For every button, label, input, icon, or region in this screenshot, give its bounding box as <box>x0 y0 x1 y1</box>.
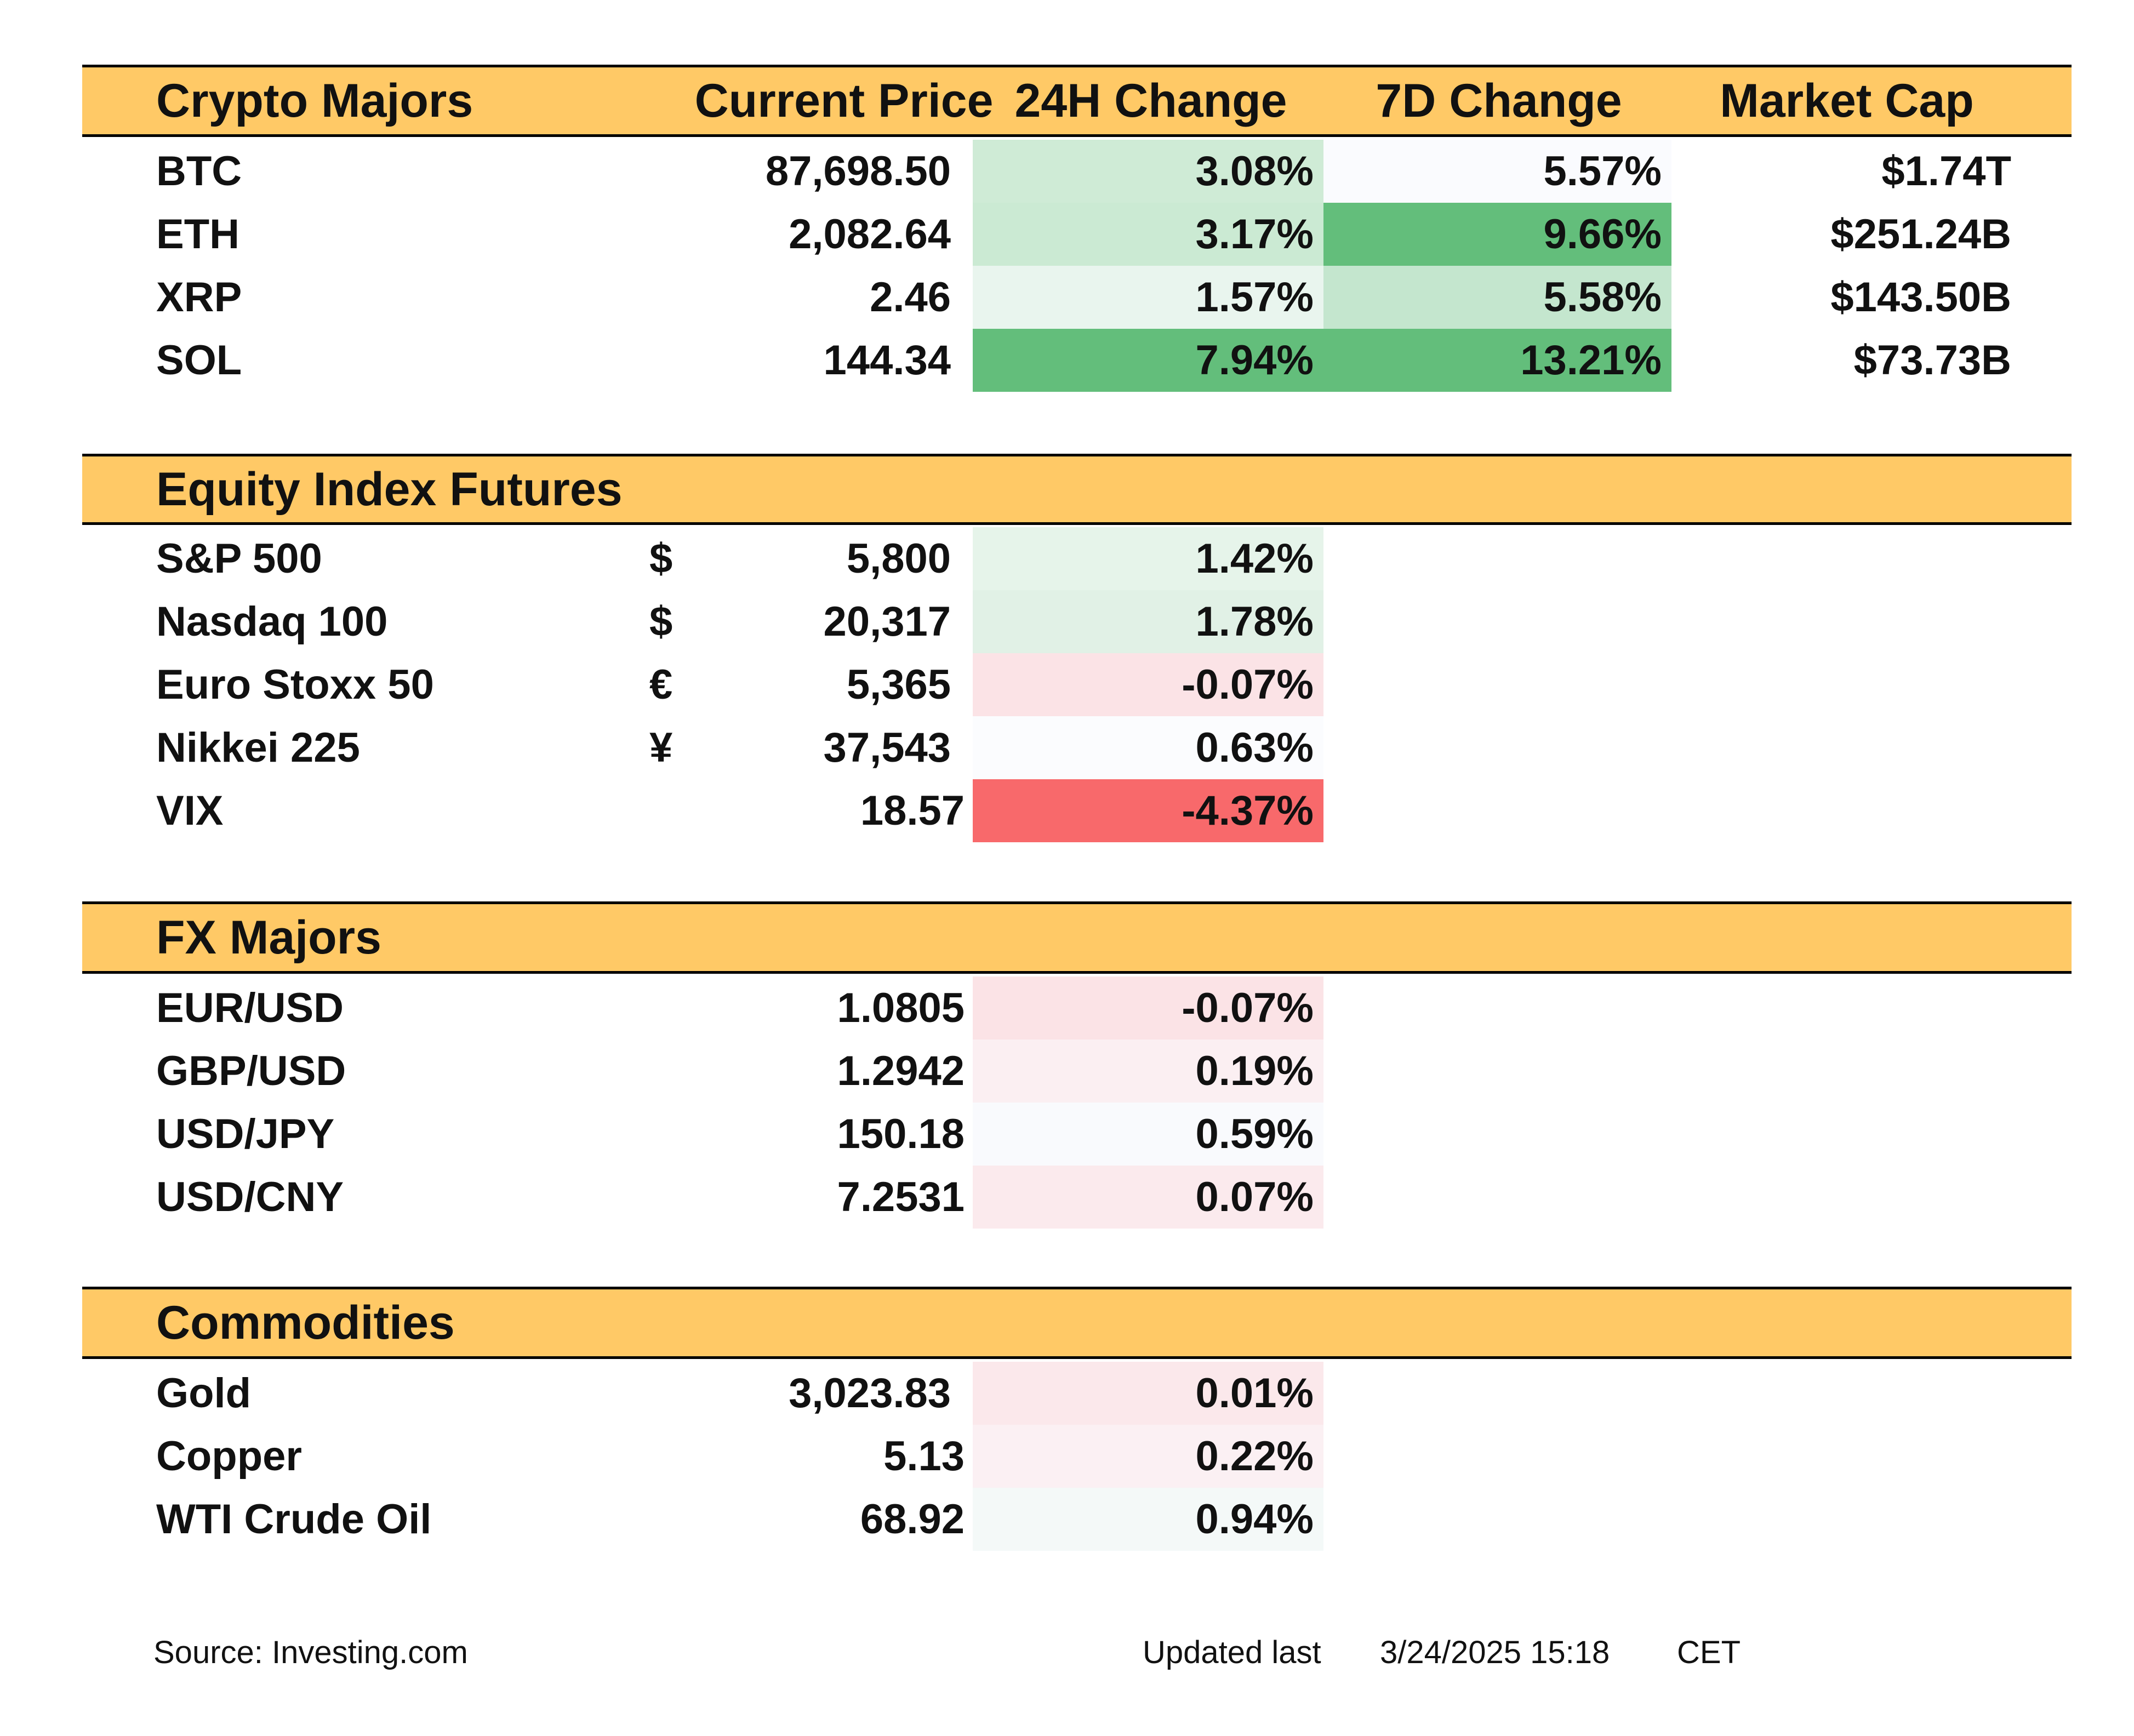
asset-price: 5,365 <box>846 661 951 708</box>
asset-name: WTI Crude Oil <box>156 1496 432 1543</box>
asset-price: 2,082.64 <box>789 211 951 258</box>
asset-name: Nasdaq 100 <box>156 598 388 645</box>
asset-price: 7.2531 <box>837 1174 965 1220</box>
asset-name: EUR/USD <box>156 985 344 1031</box>
asset-price: 5.13 <box>883 1433 965 1480</box>
change-7d-cell: 9.66% <box>1323 203 1671 266</box>
change-24h-cell: 3.08% <box>973 140 1323 203</box>
change-24h-cell: -0.07% <box>973 976 1323 1040</box>
currency-symbol: ¥ <box>649 724 673 771</box>
change-24h-cell: 3.17% <box>973 203 1323 266</box>
column-header-current-price: Current Price <box>694 74 994 127</box>
asset-price: 1.2942 <box>837 1048 965 1094</box>
market-cap-cell: $1.74T <box>1881 148 2011 195</box>
change-24h-cell: 0.59% <box>973 1103 1323 1166</box>
asset-name: SOL <box>156 337 242 384</box>
crypto-section-title: Crypto Majors <box>156 74 473 127</box>
asset-name: ETH <box>156 211 239 258</box>
change-24h-cell: 1.78% <box>973 590 1323 653</box>
change-24h-cell: 0.07% <box>973 1166 1323 1229</box>
fx-section-title: FX Majors <box>156 911 381 964</box>
change-24h-cell: 0.22% <box>973 1425 1323 1488</box>
asset-price: 150.18 <box>837 1111 965 1157</box>
currency-symbol: $ <box>649 535 673 582</box>
currency-symbol: $ <box>649 598 673 645</box>
asset-price: 1.0805 <box>837 985 965 1031</box>
timezone-label: CET <box>1677 1634 1741 1670</box>
asset-price: 18.57 <box>860 787 965 834</box>
change-7d-cell: 5.58% <box>1323 266 1671 329</box>
asset-price: 37,543 <box>823 724 951 771</box>
change-7d-cell: 5.57% <box>1323 140 1671 203</box>
asset-name: USD/JPY <box>156 1111 335 1157</box>
commodities-section-header: Commodities <box>82 1287 2072 1359</box>
asset-name: USD/CNY <box>156 1174 344 1220</box>
change-24h-cell: 0.94% <box>973 1488 1323 1551</box>
updated-timestamp: 3/24/2025 15:18 <box>1380 1634 1610 1670</box>
fx-section-header: FX Majors <box>82 901 2072 974</box>
asset-price: 3,023.83 <box>789 1370 951 1417</box>
asset-name: XRP <box>156 274 242 321</box>
change-24h-cell: 1.42% <box>973 527 1323 590</box>
change-24h-cell: 0.01% <box>973 1362 1323 1425</box>
market-cap-cell: $73.73B <box>1853 337 2011 384</box>
change-7d-cell: 13.21% <box>1323 329 1671 392</box>
asset-price: 5,800 <box>846 535 951 582</box>
asset-name: GBP/USD <box>156 1048 346 1094</box>
asset-price: 2.46 <box>870 274 951 321</box>
equity-section-title: Equity Index Futures <box>156 462 623 516</box>
change-24h-cell: 7.94% <box>973 329 1323 392</box>
column-header-7d-change: 7D Change <box>1376 74 1622 127</box>
change-24h-cell: -4.37% <box>973 779 1323 842</box>
column-header-24h-change: 24H Change <box>1014 74 1287 127</box>
asset-name: Gold <box>156 1370 252 1417</box>
change-24h-cell: 1.57% <box>973 266 1323 329</box>
asset-price: 144.34 <box>823 337 951 384</box>
commodities-section-title: Commodities <box>156 1296 455 1349</box>
source-note: Source: Investing.com <box>153 1634 468 1670</box>
column-header-market-cap: Market Cap <box>1720 74 1974 127</box>
market-cap-cell: $143.50B <box>1830 274 2011 321</box>
market-cap-cell: $251.24B <box>1830 211 2011 258</box>
asset-price: 20,317 <box>823 598 951 645</box>
currency-symbol: € <box>649 661 673 708</box>
asset-name: Euro Stoxx 50 <box>156 661 434 708</box>
asset-name: Nikkei 225 <box>156 724 360 771</box>
asset-price: 68.92 <box>860 1496 965 1543</box>
asset-name: Copper <box>156 1433 302 1480</box>
updated-label: Updated last <box>1143 1634 1321 1670</box>
equity-section-header: Equity Index Futures <box>82 454 2072 525</box>
asset-name: VIX <box>156 787 224 834</box>
change-24h-cell: -0.07% <box>973 653 1323 716</box>
change-24h-cell: 0.63% <box>973 716 1323 779</box>
asset-name: BTC <box>156 148 242 195</box>
asset-name: S&P 500 <box>156 535 322 582</box>
crypto-section-header: Crypto Majors Current Price 24H Change 7… <box>82 65 2072 137</box>
change-24h-cell: 0.19% <box>973 1040 1323 1103</box>
asset-price: 87,698.50 <box>765 148 951 195</box>
